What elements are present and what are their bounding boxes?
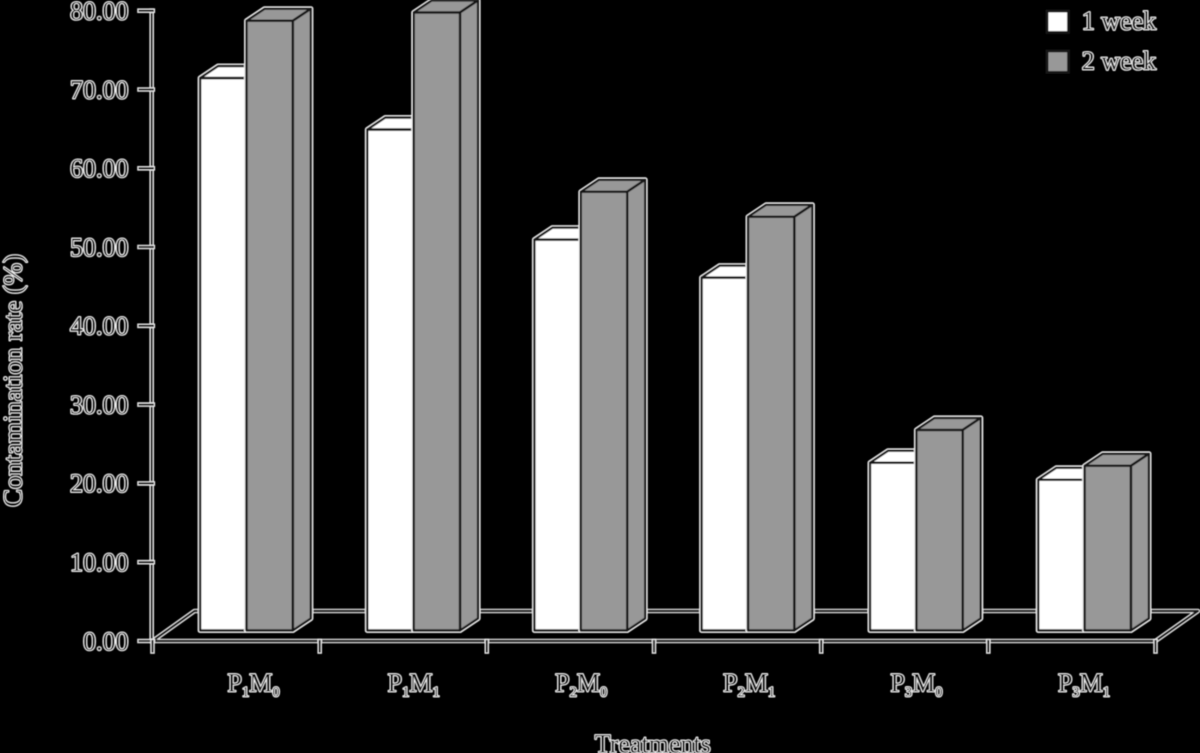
svg-text:50.00: 50.00 <box>70 233 129 262</box>
svg-text:P2M0: P2M0 <box>555 668 607 700</box>
svg-text:0.00: 0.00 <box>83 627 129 656</box>
svg-text:70.00: 70.00 <box>70 75 129 104</box>
svg-text:30.00: 30.00 <box>70 390 129 419</box>
svg-text:P1M1: P1M1 <box>388 668 440 700</box>
svg-text:P3M1: P3M1 <box>1058 668 1110 700</box>
svg-text:1 week: 1 week <box>1082 7 1156 36</box>
svg-text:10.00: 10.00 <box>70 548 129 577</box>
svg-text:P3M0: P3M0 <box>890 668 942 700</box>
svg-text:Contamination rate (%): Contamination rate (%) <box>0 254 28 507</box>
svg-text:P2M1: P2M1 <box>723 668 775 700</box>
svg-text:2 week: 2 week <box>1082 46 1156 75</box>
svg-text:Treatments: Treatments <box>595 730 711 753</box>
svg-text:40.00: 40.00 <box>70 312 129 341</box>
svg-text:P1M0: P1M0 <box>228 668 280 700</box>
svg-text:60.00: 60.00 <box>70 154 129 183</box>
svg-text:80.00: 80.00 <box>70 0 129 26</box>
svg-text:20.00: 20.00 <box>70 469 129 498</box>
